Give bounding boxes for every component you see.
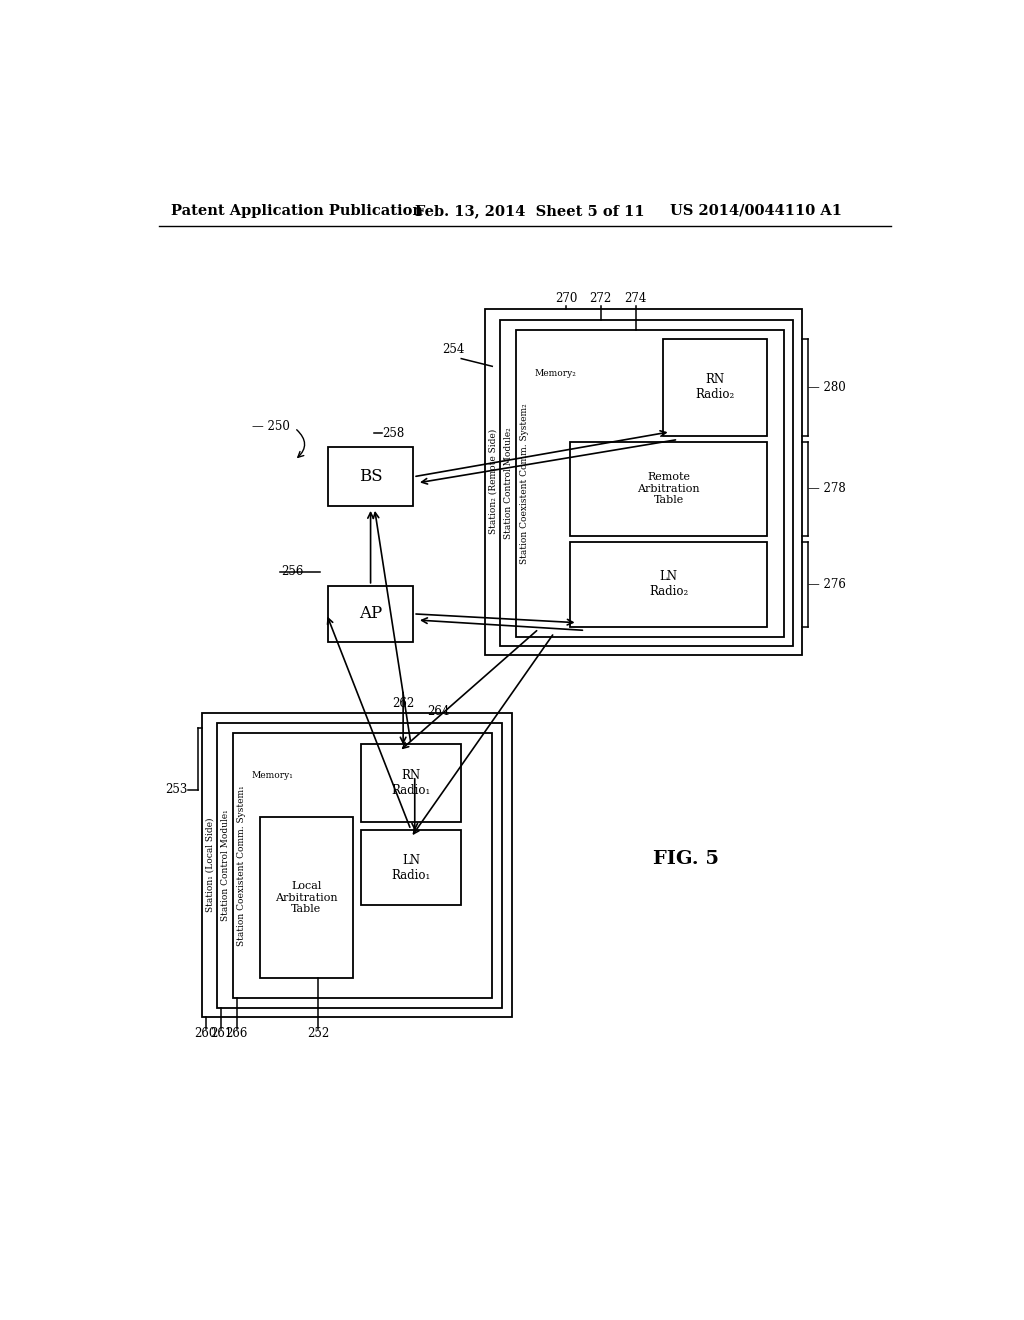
Text: Memory₂: Memory₂	[535, 368, 575, 378]
Bar	[328, 586, 414, 642]
Text: Station Coexistent Comm. System₁: Station Coexistent Comm. System₁	[237, 785, 246, 946]
Text: 254: 254	[442, 343, 465, 356]
Text: Station Control Module₂: Station Control Module₂	[504, 428, 513, 539]
Text: 264: 264	[427, 705, 450, 718]
Bar	[260, 817, 352, 978]
Text: Station Control Module₁: Station Control Module₁	[221, 809, 230, 921]
Text: 260: 260	[195, 1027, 217, 1040]
Text: Remote
Arbitration
Table: Remote Arbitration Table	[637, 473, 699, 506]
Text: 258: 258	[382, 426, 404, 440]
Text: 253: 253	[165, 783, 187, 796]
Text: — 276: — 276	[809, 578, 846, 591]
Text: Station₂ (Remote Side): Station₂ (Remote Side)	[488, 429, 498, 535]
Text: US 2014/0044110 A1: US 2014/0044110 A1	[671, 203, 843, 218]
Text: — 278: — 278	[809, 482, 846, 495]
Text: FIG. 5: FIG. 5	[653, 850, 719, 869]
Text: Station Coexistent Comm. System₂: Station Coexistent Comm. System₂	[519, 403, 528, 564]
Text: AP: AP	[359, 606, 382, 622]
Bar	[328, 447, 414, 507]
Bar	[484, 309, 802, 655]
Text: LN
Radio₂: LN Radio₂	[649, 570, 688, 598]
Bar	[515, 330, 783, 636]
Text: 270: 270	[555, 292, 578, 305]
Text: — 250: — 250	[252, 420, 290, 433]
Text: 256: 256	[282, 565, 304, 578]
Text: RN
Radio₂: RN Radio₂	[695, 374, 734, 401]
Text: 261: 261	[210, 1027, 232, 1040]
Text: — 280: — 280	[809, 381, 846, 393]
Text: Memory₁: Memory₁	[251, 771, 293, 780]
Bar	[360, 743, 461, 822]
Text: Feb. 13, 2014  Sheet 5 of 11: Feb. 13, 2014 Sheet 5 of 11	[415, 203, 644, 218]
Bar	[663, 339, 767, 436]
Bar	[202, 713, 512, 1016]
Text: 252: 252	[307, 1027, 329, 1040]
Text: 262: 262	[392, 697, 415, 710]
Bar	[500, 321, 793, 645]
Bar	[360, 830, 461, 906]
Text: LN
Radio₁: LN Radio₁	[391, 854, 430, 882]
Bar	[569, 543, 767, 627]
Bar	[232, 733, 493, 998]
Text: Patent Application Publication: Patent Application Publication	[171, 203, 423, 218]
Text: RN
Radio₁: RN Radio₁	[391, 768, 430, 797]
Text: BS: BS	[358, 469, 382, 486]
Bar	[217, 723, 503, 1007]
Text: Local
Arbitration
Table: Local Arbitration Table	[274, 880, 338, 915]
Bar	[569, 442, 767, 536]
Text: 274: 274	[625, 292, 647, 305]
Text: 266: 266	[225, 1027, 248, 1040]
Text: Station₁ (Local Side): Station₁ (Local Side)	[206, 817, 215, 912]
Text: 272: 272	[590, 292, 612, 305]
